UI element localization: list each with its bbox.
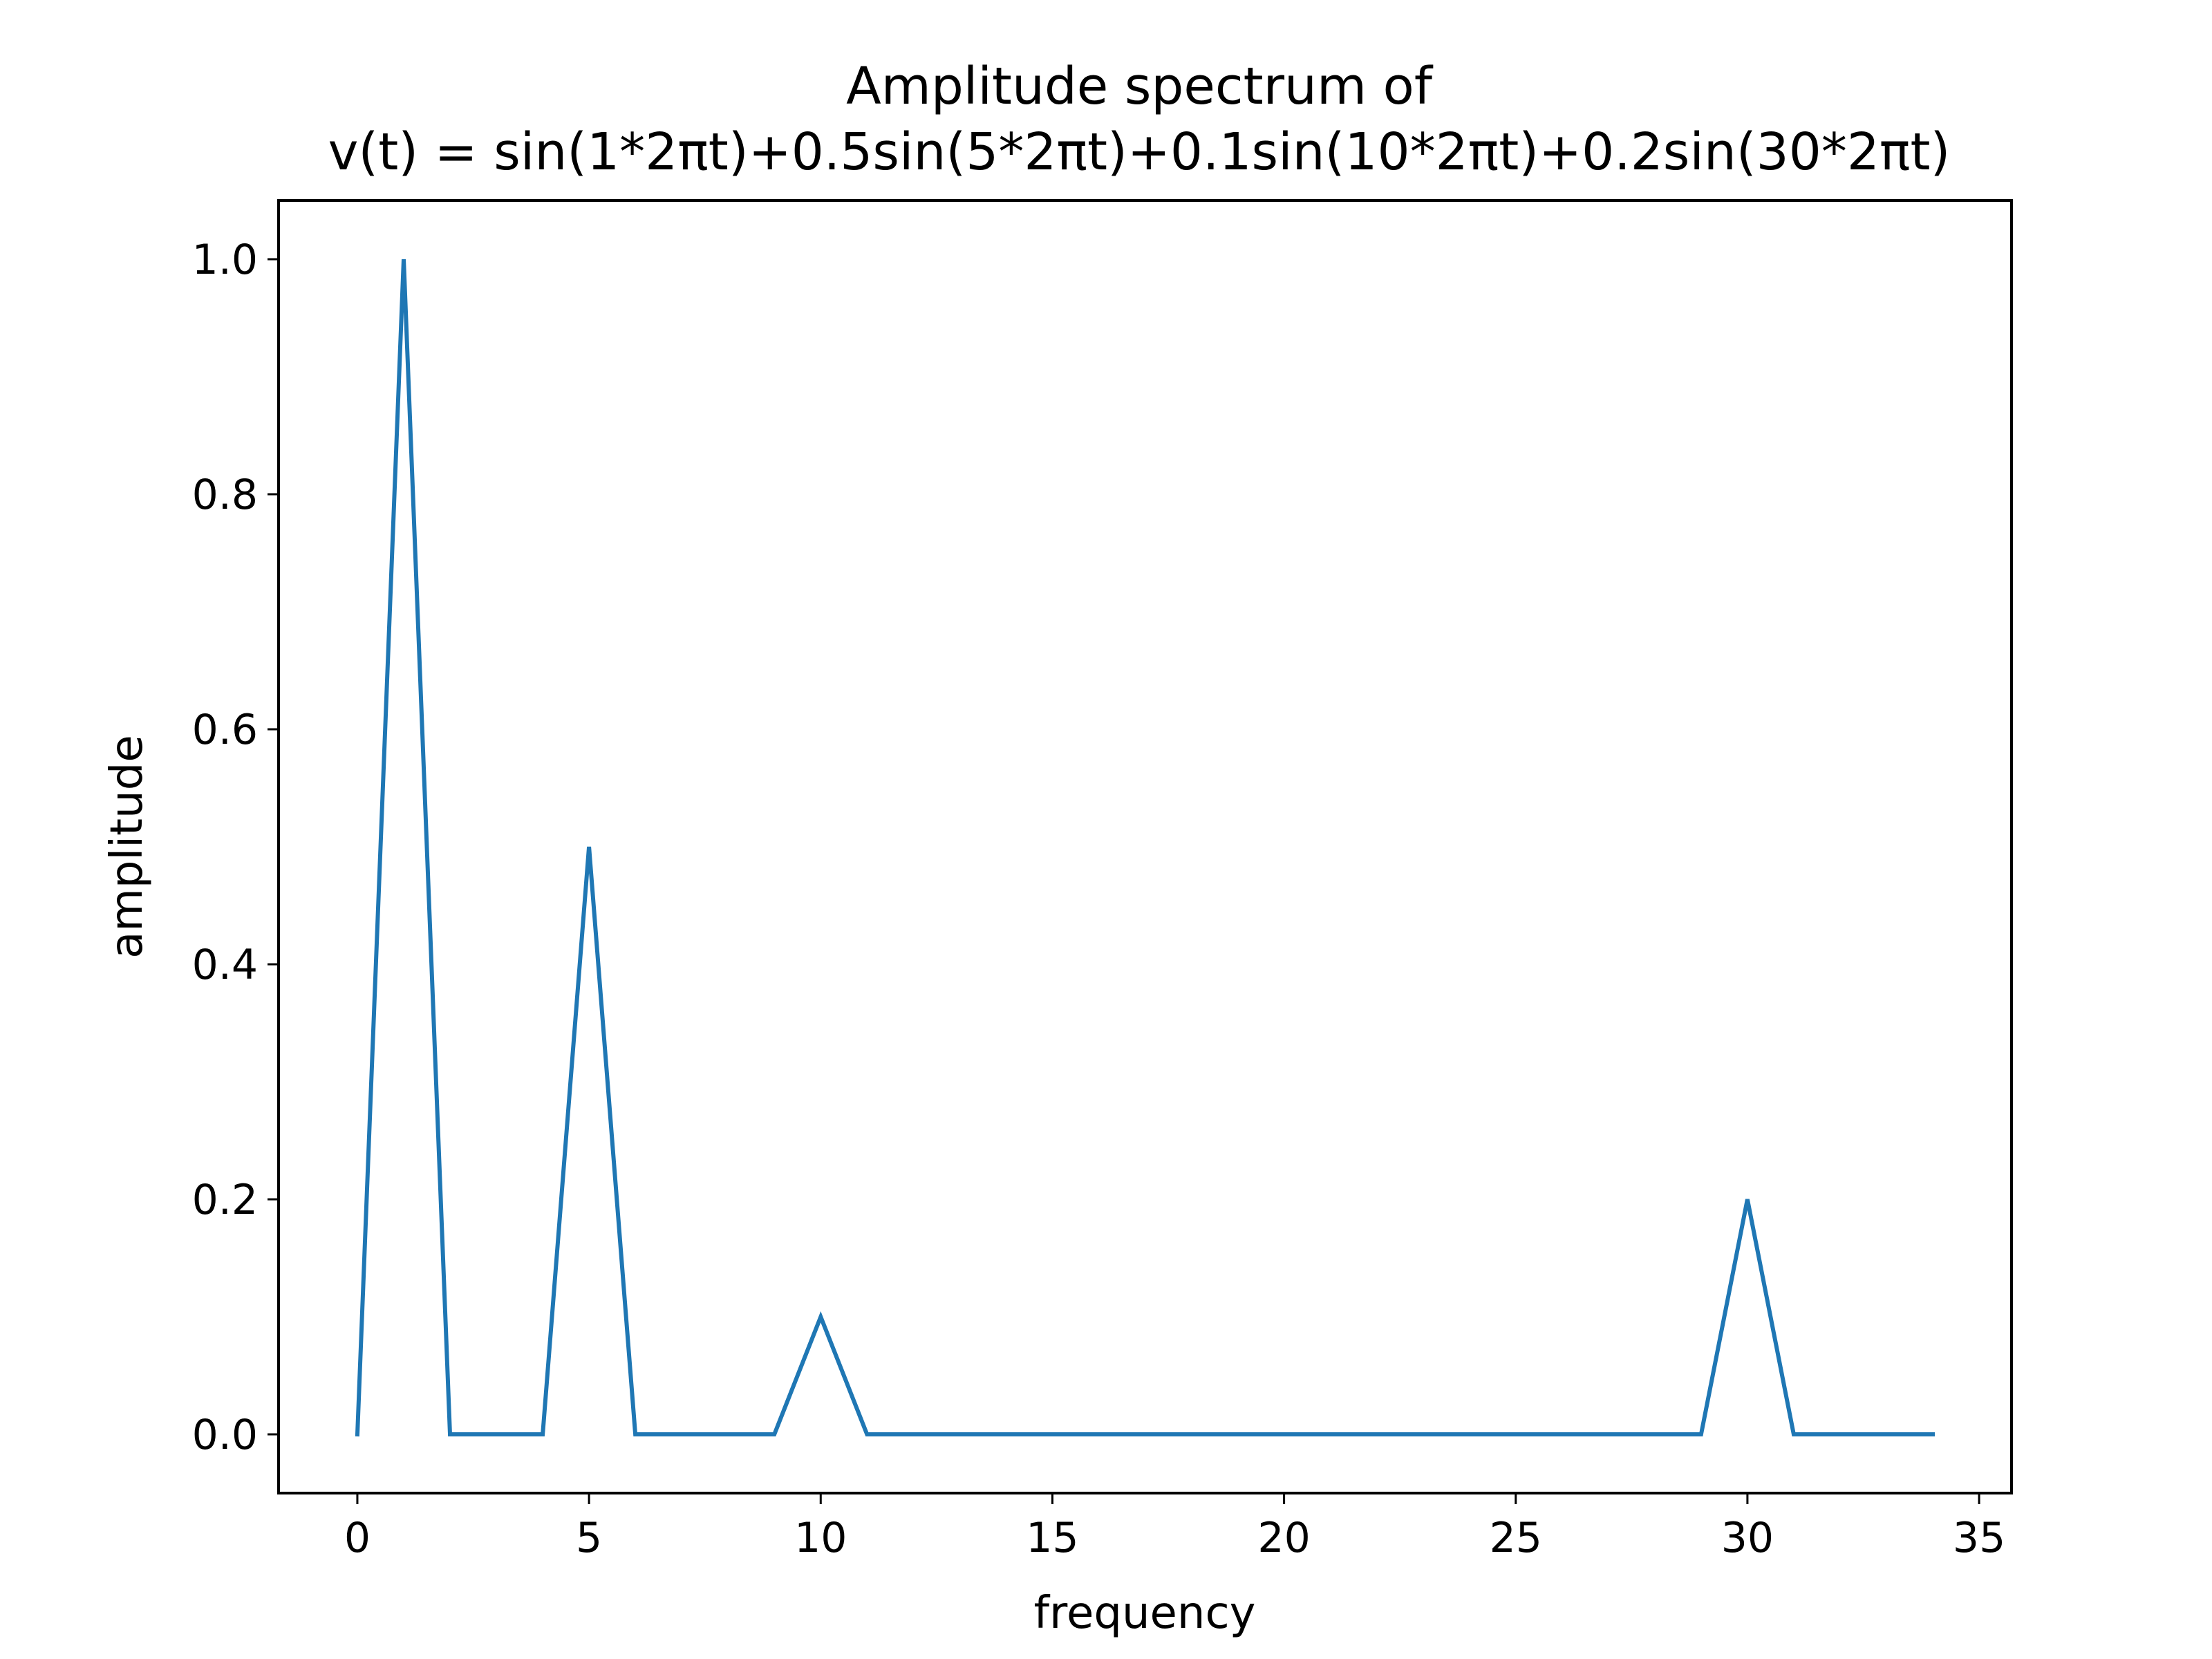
x-tick-label: 25 <box>1490 1514 1542 1562</box>
x-tick-label: 0 <box>344 1514 371 1562</box>
y-tick-label: 1.0 <box>192 236 258 284</box>
plot-area-frame <box>277 199 2013 1494</box>
x-tick-label: 30 <box>1721 1514 1774 1562</box>
x-tick-label: 5 <box>576 1514 602 1562</box>
y-tick-label: 0.8 <box>192 471 258 519</box>
amplitude-line <box>355 259 1935 1437</box>
x-tick-label: 15 <box>1026 1514 1078 1562</box>
y-tick-label: 0.2 <box>192 1176 258 1224</box>
chart-title-line1: Amplitude spectrum of <box>846 57 1434 116</box>
chart-title-line2: v(t) = sin(1*2πt)+0.5sin(5*2πt)+0.1sin(1… <box>328 122 1951 182</box>
data-series <box>355 259 1935 1437</box>
y-tick-label: 0.4 <box>192 941 258 989</box>
x-tick-label: 10 <box>794 1514 847 1562</box>
x-tick-label: 20 <box>1257 1514 1310 1562</box>
y-tick-label: 0.0 <box>192 1411 258 1459</box>
x-tick-label: 35 <box>1953 1514 2005 1562</box>
y-axis-ticks: 0.0 0.2 0.4 0.6 0.8 1.0 <box>192 236 279 1459</box>
y-tick-label: 0.6 <box>192 706 258 754</box>
x-axis-ticks: 0 5 10 15 20 25 30 35 <box>344 1493 2005 1562</box>
y-axis-label: amplitude <box>102 735 153 958</box>
x-axis-label: frequency <box>1034 1588 1256 1639</box>
